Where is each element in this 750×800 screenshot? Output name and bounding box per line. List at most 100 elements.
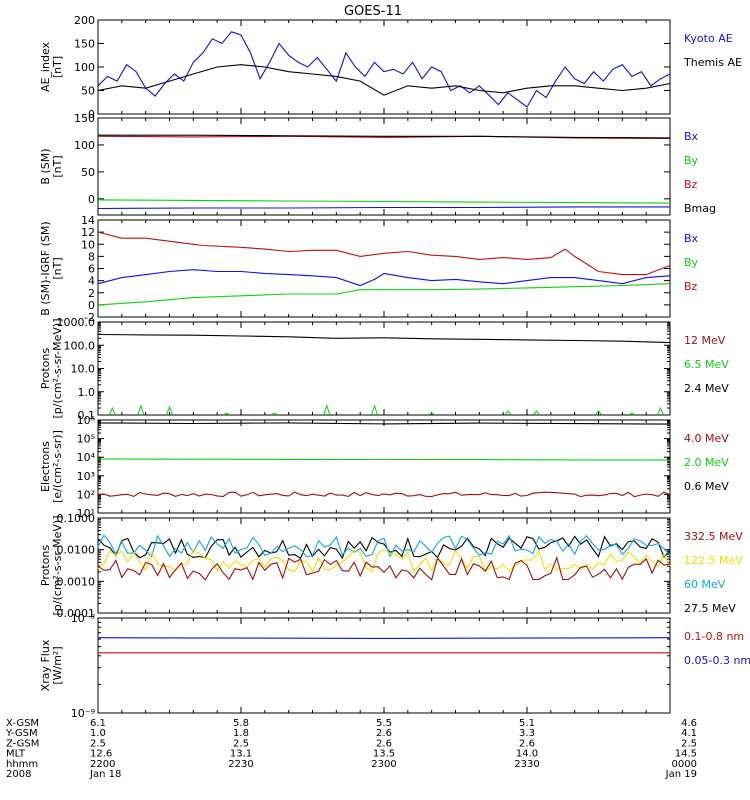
- series-6-5-mev-spike: [370, 404, 378, 415]
- ephemeris-value: 0000: [672, 759, 697, 770]
- ephemeris-value: 1.0: [90, 728, 106, 739]
- legend-label: Bz: [684, 280, 698, 293]
- y-axis-title: Electrons: [39, 441, 52, 492]
- ephemeris-value: 2330: [514, 759, 539, 770]
- ephemeris-value: 2300: [371, 759, 396, 770]
- series-bx-line: [97, 269, 671, 287]
- ephemeris-value: 2200: [90, 759, 115, 770]
- panel-1: 0 50 100 150 200 AE_index [nT] Kyoto AE Themis A…: [39, 14, 742, 121]
- y-tick-label: 10.0: [71, 363, 96, 376]
- legend-label: By: [684, 154, 699, 167]
- ephemeris-value: 14.0: [516, 749, 538, 760]
- legend-label: 6.5 MeV: [684, 358, 729, 371]
- series-6-5-mev-spike: [428, 412, 435, 416]
- legend-label: 0.05-0.3 nm: [684, 654, 750, 667]
- series-60-mev-line: [97, 534, 671, 558]
- legend-label: 60 MeV: [684, 578, 726, 591]
- legend-label: 2.4 MeV: [684, 382, 729, 395]
- panel-frame: [97, 419, 671, 514]
- y-axis-title: Protons: [39, 348, 52, 389]
- y-tick-label: 10¹: [77, 507, 95, 520]
- series-6-5-mev-spike: [223, 412, 230, 416]
- y-axis-title: [nT]: [51, 56, 64, 78]
- ephemeris-value: 2.5: [681, 738, 697, 749]
- y-tick-label: 0.1: [78, 409, 96, 422]
- y-tick-label: 0: [88, 193, 95, 206]
- y-tick-label: 10²: [77, 488, 95, 501]
- ephemeris-value: 6.1: [90, 718, 106, 729]
- y-tick-label: 0: [88, 108, 95, 121]
- series-2-4-mev-line: [97, 333, 671, 344]
- y-tick-label: 2: [88, 287, 95, 300]
- panel-5: 10¹ 10² 10³ 10⁴ 10⁵ 10⁶ Electrons [e/(cm²-s-sr)…: [39, 414, 729, 520]
- y-axis-title: Xray Flux: [39, 639, 52, 691]
- y-tick-label: 1.0: [78, 386, 96, 399]
- ephemeris-value: Jan 18: [89, 769, 121, 780]
- legend-label: Bx: [684, 130, 699, 143]
- series-122-5-mev-line: [97, 549, 671, 573]
- ephemeris-value: 5.5: [376, 718, 392, 729]
- y-axis-title: [W/m²]: [51, 646, 64, 684]
- ephemeris-value: 1.8: [233, 728, 249, 739]
- series-0-6-mev-line: [97, 422, 671, 425]
- legend-label: Bx: [684, 232, 699, 245]
- ephemeris-value: 2.6: [519, 738, 535, 749]
- series-6-5-mev-spike: [533, 410, 540, 416]
- series-6-5-mev-spike: [628, 412, 636, 416]
- y-tick-label: -2: [84, 311, 95, 324]
- legend-label: 4.0 MeV: [684, 432, 729, 445]
- ephemeris-value: 13.1: [230, 749, 252, 760]
- ephemeris-value: 2.5: [233, 738, 249, 749]
- y-tick-label: 10³: [77, 470, 95, 483]
- ephemeris-value: 12.6: [90, 749, 112, 760]
- ephemeris-value: 2.5: [90, 738, 106, 749]
- ephemeris-row-label: Y-GSM: [5, 728, 38, 739]
- legend-label: Kyoto AE: [684, 32, 733, 45]
- ephemeris-value: 13.5: [373, 749, 395, 760]
- panel-frame: [97, 517, 671, 614]
- y-tick-label: 10⁶: [77, 414, 96, 427]
- y-tick-label: 10⁵: [77, 433, 95, 446]
- series-by-line: [97, 283, 671, 306]
- series-bz-line: [97, 231, 671, 276]
- ephemeris-row-label: X-GSM: [6, 718, 39, 729]
- ephemeris-value: 5.1: [519, 718, 535, 729]
- y-tick-label: 150: [74, 112, 95, 125]
- panel-frame: [97, 617, 671, 714]
- ephemeris-value: Jan 19: [665, 769, 697, 780]
- x-axis-ephemeris-table: X-GSMY-GSMZ-GSMMLThhmm20086.11.02.512.62…: [5, 718, 697, 780]
- series-27-5-mev-line: [97, 535, 671, 560]
- panel-7: 10⁻⁹ 10⁻⁸ Xray Flux [W/m²] 0.1-0.8 nm 0.05-0.…: [39, 612, 750, 720]
- ephemeris-value: 4.6: [681, 718, 697, 729]
- series-6-5-mev-spike: [271, 412, 278, 416]
- legend-label: 122.5 MeV: [684, 554, 743, 567]
- panel-frame: [97, 321, 671, 416]
- ephemeris-row-label: Z-GSM: [6, 738, 39, 749]
- y-axis-title: B (SM): [39, 148, 52, 184]
- y-tick-label: 150: [74, 38, 95, 51]
- ephemeris-value: 3.3: [519, 728, 535, 739]
- legend-label: Bz: [684, 178, 698, 191]
- legend-label: By: [684, 256, 699, 269]
- ephemeris-row-label: 2008: [6, 769, 31, 780]
- y-tick-label: 100.0: [64, 339, 96, 352]
- series-kyoto-ae-line: [97, 31, 671, 108]
- ephemeris-value: 4.1: [681, 728, 697, 739]
- y-tick-label: 1000.0: [57, 316, 96, 329]
- y-axis-title: [nT]: [51, 257, 64, 279]
- y-tick-label: 6: [88, 263, 95, 276]
- y-tick-label: 0.0010: [57, 575, 96, 588]
- legend-label: 332.5 MeV: [684, 530, 743, 543]
- series-bx-line: [97, 206, 670, 210]
- y-tick-label: 0: [88, 299, 95, 312]
- series-themis-ae-line: [97, 64, 671, 96]
- series-4-0-mev-line: [97, 491, 671, 498]
- series-6-5-mev-spike: [166, 405, 173, 415]
- panel-4: 0.1 1.0 10.0 100.0 1000.0 Protons [p/(cm²-s-sr…: [39, 316, 729, 422]
- series-6-5-mev-spike: [504, 410, 512, 416]
- y-axis-title: AE_index: [39, 41, 52, 92]
- y-tick-label: 14: [81, 214, 95, 227]
- legend-label: 0.1-0.8 nm: [684, 630, 744, 643]
